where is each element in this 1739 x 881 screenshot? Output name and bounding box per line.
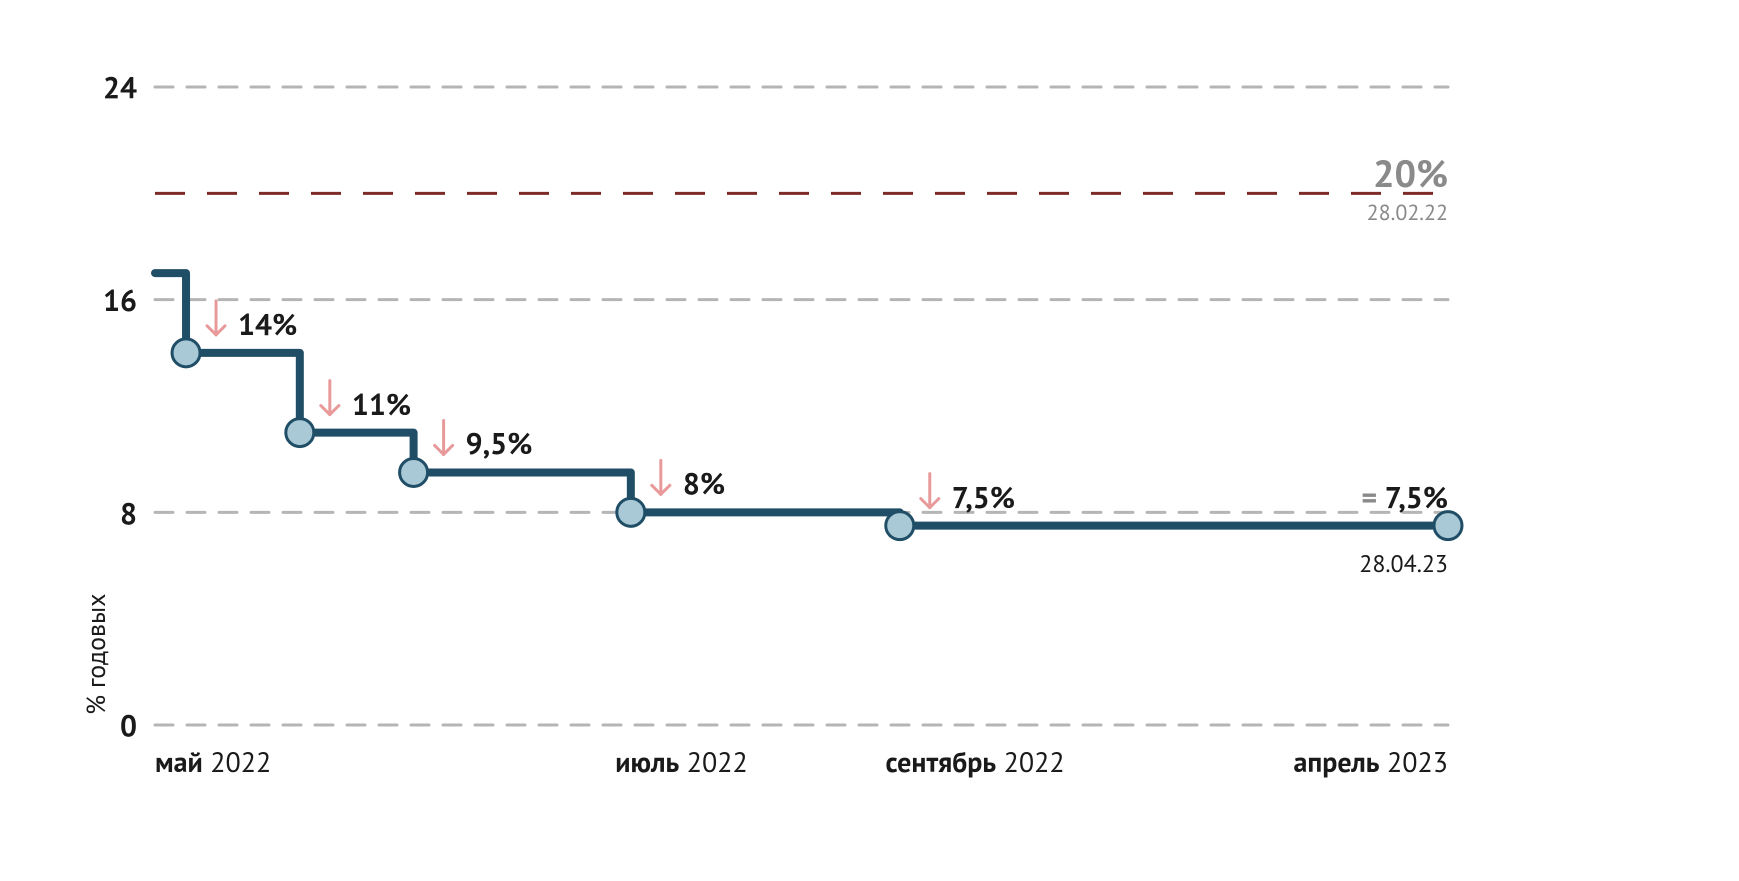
- data-marker: [886, 512, 914, 540]
- reference-date: 28.02.22: [1367, 199, 1448, 227]
- data-marker: [617, 498, 645, 526]
- x-tick-label: июль 2022: [615, 743, 747, 780]
- data-label: 8%: [683, 464, 725, 503]
- y-tick-label: 0: [120, 706, 137, 745]
- x-tick-label: апрель 2023: [1294, 743, 1449, 780]
- y-axis-title: % годовых: [80, 593, 113, 715]
- end-label: = 7,5%: [1361, 478, 1448, 517]
- end-date: 28.04.23: [1359, 548, 1448, 579]
- data-marker: [400, 458, 428, 486]
- data-label: 11%: [352, 385, 411, 424]
- y-tick-label: 24: [103, 68, 137, 107]
- chart-container: 0 8 16 24 % годовых май 2022 июль 2022 сентябрь…: [0, 0, 1739, 881]
- x-tick-label: май 2022: [155, 743, 271, 780]
- data-label: 9,5%: [466, 424, 533, 463]
- x-tick-label: сентябрь 2022: [886, 743, 1065, 780]
- data-label: 14%: [238, 305, 297, 344]
- data-marker: [286, 419, 314, 447]
- data-marker: [172, 339, 200, 367]
- reference-label: 20%: [1373, 149, 1448, 198]
- y-tick-label: 8: [120, 494, 137, 533]
- data-label: 7,5%: [952, 478, 1015, 517]
- y-tick-label: 16: [103, 281, 137, 320]
